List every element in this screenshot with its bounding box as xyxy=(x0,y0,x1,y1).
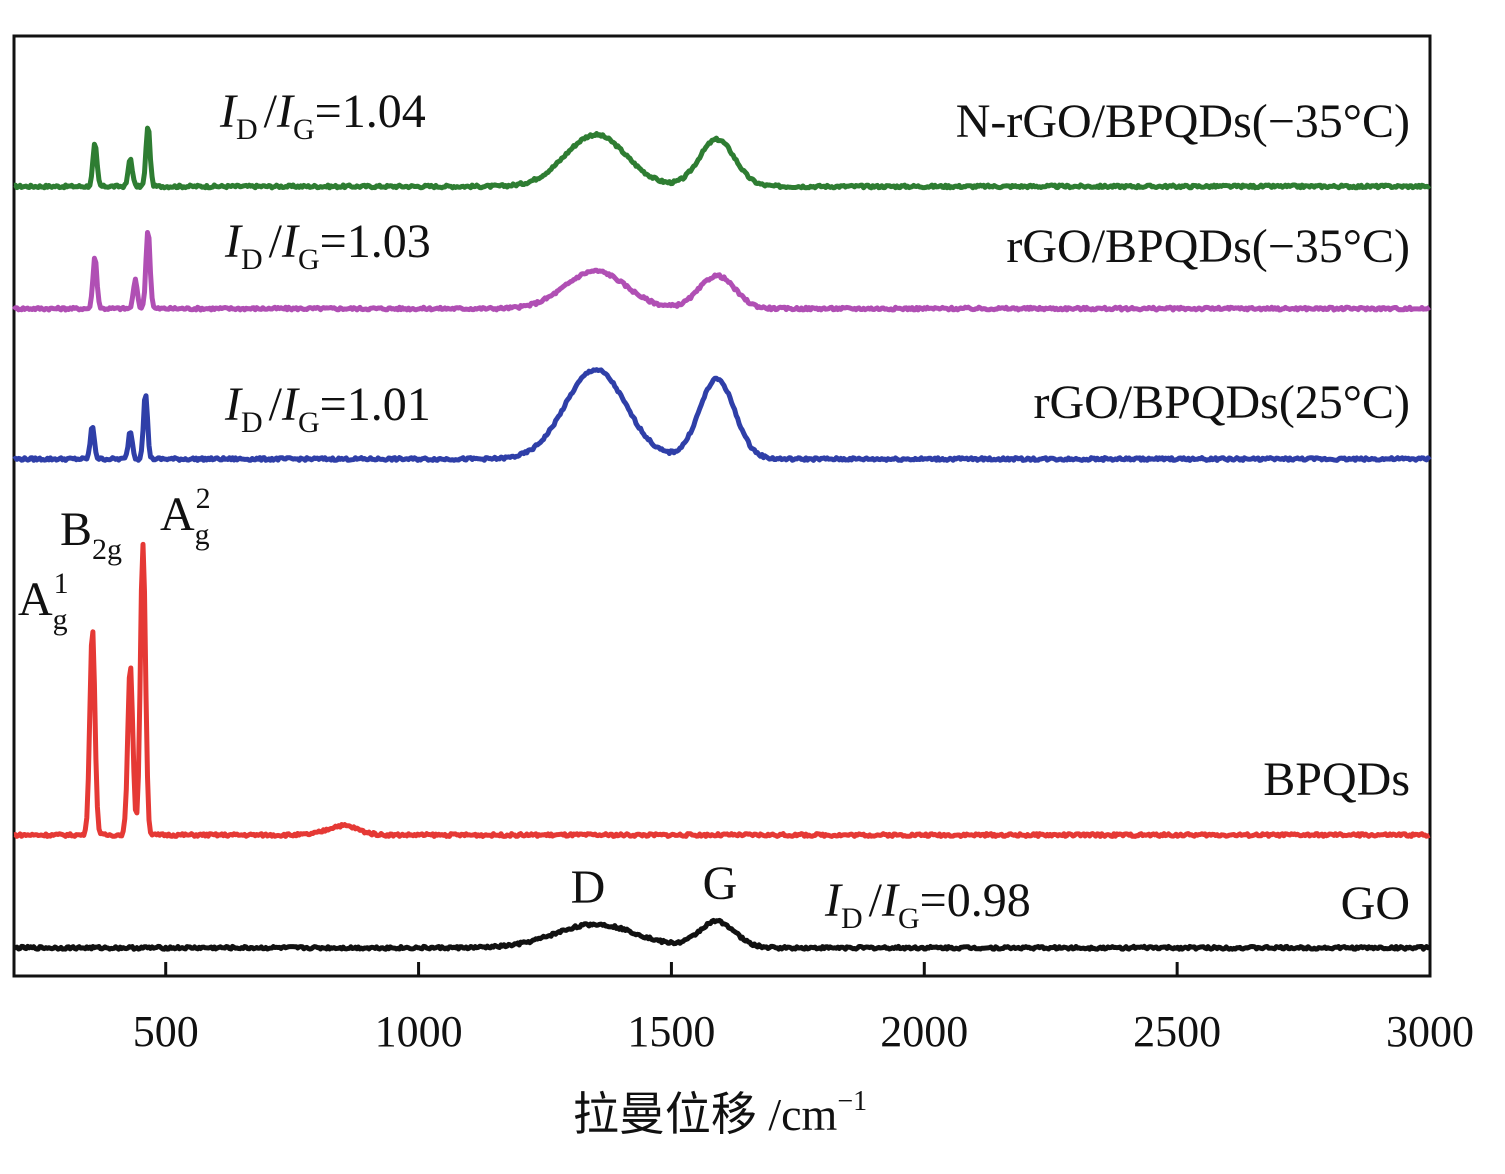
series-line-1 xyxy=(12,230,1431,313)
x-tick-label: 500 xyxy=(133,1007,199,1056)
peak-label-b2g: B2g xyxy=(60,503,122,566)
x-axis-ticks: 500 1000 1500 2000 2500 3000 xyxy=(133,962,1474,1056)
plot-frame xyxy=(12,34,1432,978)
series-line-2 xyxy=(12,367,1432,463)
series-lines xyxy=(12,125,1432,952)
peak-label-d: D xyxy=(571,861,606,914)
x-tick-label: 2500 xyxy=(1133,1007,1221,1056)
series-line-0 xyxy=(13,125,1432,191)
series-line-3 xyxy=(13,541,1431,839)
x-tick-label: 1500 xyxy=(627,1007,715,1056)
ratio-go: ID/IG=0.98 xyxy=(824,874,1031,935)
ratio-rgo-warm: ID/IG=1.01 xyxy=(224,378,431,439)
peak-label-ag1: Ag1 xyxy=(18,567,69,636)
series-label-bpqds: BPQDs xyxy=(1263,753,1410,806)
x-axis-title: 拉曼位移 /cm−1 xyxy=(573,1086,867,1140)
x-tick-label: 2000 xyxy=(880,1007,968,1056)
series-label-nrgo: N-rGO/BPQDs(−35°C) xyxy=(956,95,1410,148)
ratio-rgo-cold: ID/IG=1.03 xyxy=(224,215,431,276)
series-label-go: GO xyxy=(1341,877,1410,930)
x-tick-label: 3000 xyxy=(1386,1007,1474,1056)
ratio-nrgo: ID/IG=1.04 xyxy=(219,85,426,146)
series-label-rgo-warm: rGO/BPQDs(25°C) xyxy=(1033,376,1410,429)
series-label-rgo-cold: rGO/BPQDs(−35°C) xyxy=(1006,220,1410,273)
peak-label-ag2: Ag2 xyxy=(160,482,211,551)
series-line-4 xyxy=(12,917,1431,952)
peak-label-g: G xyxy=(703,857,738,910)
x-tick-label: 1000 xyxy=(375,1007,463,1056)
